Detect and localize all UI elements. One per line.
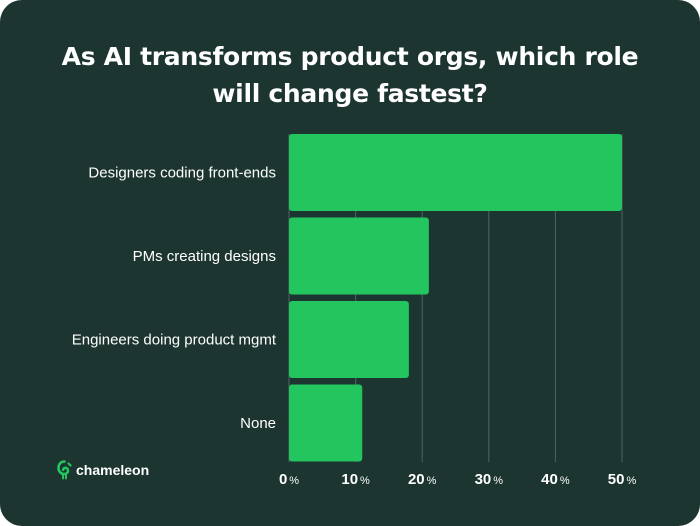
category-label-3: None <box>240 415 276 432</box>
tick-label-1: 10% <box>341 471 370 488</box>
tick-label-0: 0% <box>279 471 299 488</box>
chameleon-logo-icon <box>57 460 72 480</box>
category-label-1: PMs creating designs <box>133 248 276 265</box>
category-label-2: Engineers doing product mgmt <box>72 332 277 349</box>
category-label-0: Designers coding front-ends <box>88 165 276 182</box>
bar-1 <box>289 217 429 295</box>
brand-logo: chameleon <box>57 460 149 480</box>
bar-0 <box>289 134 622 211</box>
tick-label-3: 30% <box>475 471 504 488</box>
bar-2 <box>289 301 409 378</box>
chart-title: As AI transforms product orgs, which rol… <box>61 42 639 108</box>
tick-label-4: 40% <box>541 471 570 488</box>
tick-label-2: 20% <box>408 471 437 488</box>
tick-label-5: 50% <box>608 471 637 488</box>
bar-3 <box>289 384 363 462</box>
brand-name: chameleon <box>76 462 150 478</box>
